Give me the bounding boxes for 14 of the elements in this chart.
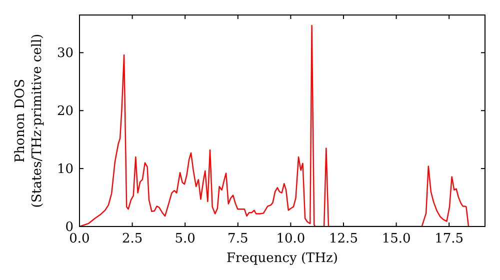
x-tick-label: 7.5 [228,232,248,246]
x-tick-label: 12.5 [329,232,358,246]
y-tick-label: 20 [56,104,74,120]
y-tick-label: 30 [56,46,74,62]
x-tick-label: 0.0 [69,232,90,246]
x-tick-label: 2.5 [122,232,143,246]
x-tick-label: 5.0 [174,232,196,246]
x-tick-label: 17.5 [434,232,464,246]
x-tick-label: 15.0 [382,232,411,246]
y-tick-label: 10 [56,162,74,178]
y-axis-title: Phonon DOS (States/THz·primitive cell) [13,34,45,208]
x-tick-label: 10.0 [276,232,306,246]
line-series [80,24,470,226]
x-axis-title: Frequency (THz) [226,251,338,266]
